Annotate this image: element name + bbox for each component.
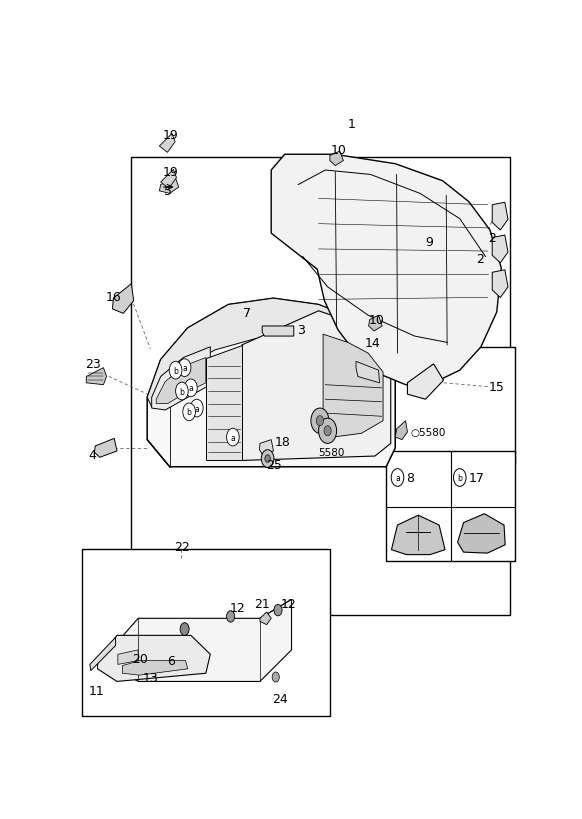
Polygon shape [262, 327, 294, 337]
Text: 12: 12 [281, 598, 297, 610]
Text: 20: 20 [132, 652, 148, 665]
Circle shape [318, 419, 336, 444]
Polygon shape [323, 335, 383, 439]
Polygon shape [356, 362, 379, 383]
Text: 22: 22 [174, 541, 190, 554]
Bar [81, 550, 330, 717]
Circle shape [226, 611, 235, 622]
Circle shape [183, 404, 196, 421]
Circle shape [178, 360, 191, 377]
Text: ○5580: ○5580 [410, 428, 445, 437]
Polygon shape [492, 203, 508, 231]
Bar [132, 158, 510, 615]
Text: 1: 1 [347, 118, 356, 131]
Polygon shape [271, 155, 501, 385]
Polygon shape [260, 440, 274, 455]
Text: 21: 21 [254, 598, 270, 610]
Text: 25: 25 [266, 459, 282, 472]
Polygon shape [492, 270, 508, 298]
Text: a: a [194, 404, 199, 413]
Circle shape [272, 672, 279, 682]
Polygon shape [94, 439, 117, 458]
Circle shape [265, 455, 270, 463]
Circle shape [190, 400, 203, 418]
Text: b: b [187, 408, 191, 417]
Circle shape [391, 469, 404, 486]
Polygon shape [152, 347, 210, 410]
Text: 15: 15 [489, 381, 505, 394]
Text: b: b [179, 387, 184, 396]
Polygon shape [206, 346, 242, 461]
Circle shape [317, 416, 324, 426]
Polygon shape [86, 369, 107, 385]
Text: b: b [173, 366, 178, 375]
Polygon shape [242, 311, 391, 461]
Circle shape [311, 409, 329, 434]
Polygon shape [260, 613, 271, 625]
Circle shape [453, 469, 466, 486]
Polygon shape [330, 152, 343, 166]
Text: 16: 16 [105, 291, 121, 303]
Text: 6: 6 [168, 654, 175, 667]
Bar [386, 347, 514, 464]
Text: 19: 19 [163, 166, 179, 179]
Text: 10: 10 [368, 314, 384, 327]
Text: a: a [182, 364, 187, 373]
Text: a: a [395, 473, 400, 482]
Text: 9: 9 [425, 236, 434, 248]
Text: a: a [230, 433, 235, 442]
Text: 7: 7 [243, 306, 251, 319]
Polygon shape [161, 170, 176, 189]
Circle shape [226, 428, 239, 446]
Polygon shape [98, 636, 210, 681]
Text: 24: 24 [272, 692, 288, 705]
Text: 3: 3 [297, 324, 305, 337]
Text: 11: 11 [88, 685, 104, 698]
Circle shape [184, 379, 197, 397]
Polygon shape [118, 650, 138, 664]
Text: 5580: 5580 [318, 448, 345, 458]
Text: 18: 18 [275, 436, 290, 449]
Polygon shape [90, 637, 116, 671]
Polygon shape [122, 661, 188, 676]
Polygon shape [156, 358, 206, 404]
Polygon shape [159, 134, 175, 153]
Text: 2: 2 [488, 232, 496, 245]
Circle shape [274, 604, 282, 616]
Text: 5: 5 [164, 185, 172, 198]
Polygon shape [395, 421, 407, 440]
Text: b: b [457, 473, 462, 482]
Polygon shape [147, 299, 395, 467]
Circle shape [176, 382, 188, 400]
Circle shape [261, 450, 274, 468]
Text: 23: 23 [86, 358, 101, 371]
Circle shape [169, 362, 182, 379]
Polygon shape [112, 284, 134, 314]
Text: 2: 2 [477, 252, 484, 265]
Text: 13: 13 [143, 671, 158, 684]
Text: 4: 4 [88, 448, 97, 461]
Polygon shape [492, 236, 508, 264]
Polygon shape [107, 600, 292, 681]
Text: 14: 14 [365, 337, 381, 350]
Polygon shape [159, 179, 179, 194]
Bar [386, 451, 514, 562]
Circle shape [324, 426, 331, 437]
Text: a: a [189, 384, 193, 393]
Text: 17: 17 [469, 472, 485, 484]
Text: 19: 19 [163, 129, 179, 142]
Text: 10: 10 [331, 143, 347, 156]
Text: 8: 8 [406, 472, 414, 484]
Polygon shape [147, 299, 395, 407]
Polygon shape [368, 316, 382, 332]
Text: 12: 12 [230, 601, 246, 614]
Polygon shape [407, 364, 443, 400]
Circle shape [180, 623, 189, 636]
